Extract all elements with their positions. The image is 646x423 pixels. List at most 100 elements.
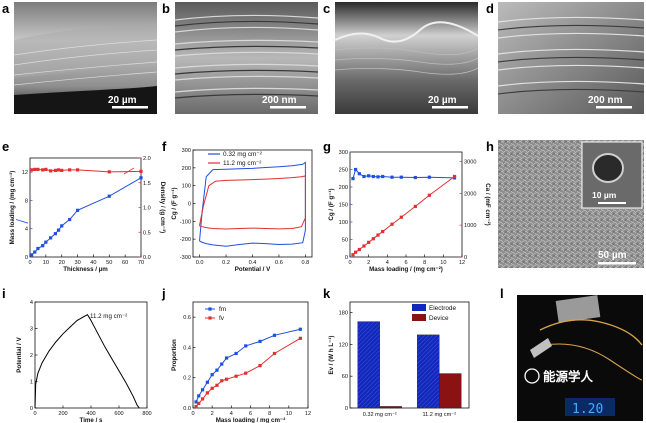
series-line-i	[34, 314, 140, 409]
y-axis-label-f: Cg / (F g⁻¹)	[171, 187, 178, 219]
data-point-j	[215, 368, 219, 372]
y2-tick-label-g: 3000	[464, 160, 476, 166]
y-tick-label-e: 0	[25, 255, 28, 261]
axis-arrow-e	[123, 167, 135, 175]
data-point-e	[60, 168, 64, 172]
sem-panel-c: 20 µm	[334, 2, 479, 114]
data-point-e	[41, 168, 45, 172]
legend-marker-j	[208, 316, 212, 320]
y-tick-label-j: 0.0	[183, 406, 191, 412]
charts: 0 10 20 30 40 50 60 70048120.00.51.01.52.0Thick…	[9, 148, 491, 423]
data-point-j	[258, 339, 262, 343]
scale-bar-h-main: 50 µm	[598, 250, 627, 261]
y2-tick-label-g: 1000	[464, 223, 476, 229]
y-tick-label-g: 150	[339, 203, 348, 209]
panel-labels: a b c d e f g h i j k l	[2, 1, 504, 301]
sem-panel-b: 200 nm	[174, 2, 319, 114]
x-tick-label-e: 60	[122, 260, 128, 266]
y-tick-label-e: 8	[25, 198, 28, 204]
x-axis-label-j: Mass loading / mg cm⁻²	[216, 417, 286, 423]
y-tick-label-f: -200	[180, 237, 191, 243]
data-point-g	[390, 222, 394, 226]
y-tick-label-f: -100	[180, 219, 191, 225]
annotation-i: 11.2 mg cm⁻²	[90, 313, 127, 320]
y-tick-label-i: 1	[30, 380, 33, 386]
x-tick-label-j: 4	[230, 411, 233, 417]
data-point-e	[60, 224, 64, 228]
data-point-g	[399, 215, 403, 219]
data-point-e	[107, 194, 111, 198]
panel-label-j: j	[161, 286, 166, 301]
legend-label-f: 11.2 mg cm⁻²	[223, 160, 261, 167]
data-point-g	[376, 233, 380, 237]
x-tick-label-k: 11.2 mg cm⁻²	[422, 412, 456, 418]
x-tick-label-e: 0	[28, 260, 31, 266]
x-tick-label-g: 12	[459, 260, 465, 266]
data-point-e	[75, 208, 80, 212]
legend-swatch-k	[412, 304, 426, 311]
panel-label-h: h	[486, 139, 494, 154]
y-tick-label-g: 50	[342, 238, 348, 244]
data-point-e	[56, 168, 61, 172]
data-point-e	[49, 236, 53, 240]
legend-label-f: 0.32 mg cm⁻²	[223, 151, 262, 158]
y-tick-label-g: 0	[345, 255, 348, 261]
panel-label-b: b	[162, 1, 170, 16]
data-point-j	[197, 401, 201, 406]
data-point-j	[210, 386, 214, 390]
chart-i: 0 200 400 600 800 0 1 2 3 4 Time / s Potential / V 1…	[16, 300, 152, 423]
data-point-e	[36, 246, 40, 251]
x-tick-label-j: 2	[211, 411, 214, 417]
chart-k: 0 60 120 180 Ev / (W h L⁻¹) 0.32 mg cm⁻² 11.2 …	[328, 301, 470, 418]
x-tick-label-e: 10	[43, 260, 49, 266]
x-tick-label-i: 200	[58, 411, 67, 417]
data-point-e	[29, 168, 34, 172]
data-point-j	[244, 344, 248, 348]
data-point-g	[362, 174, 366, 179]
y-tick-label-k: 60	[342, 374, 348, 380]
data-point-g	[399, 175, 403, 179]
data-point-e	[29, 253, 34, 257]
data-point-j	[197, 394, 201, 398]
data-point-g	[362, 244, 366, 248]
sem-panel-a: 20 µm	[13, 2, 158, 114]
sem-panel-d: 200 nm	[497, 2, 645, 114]
y2-tick-label-e: 0.5	[143, 230, 151, 236]
series-line-j	[195, 337, 301, 407]
chart-j: 0 2 4 6 8 10 12 0.0 0.2 0.4 0.6 Mass loading / mg c…	[171, 301, 311, 423]
y-tick-label-i: 2	[30, 353, 33, 359]
x-tick-label-g: 10	[440, 260, 446, 266]
data-point-e	[53, 168, 57, 172]
x-tick-label-i: 0	[33, 411, 36, 417]
data-point-e	[41, 244, 45, 248]
x-tick-label-j: 6	[249, 411, 252, 417]
data-point-e	[68, 168, 72, 172]
y-tick-label-f: 200	[182, 166, 191, 172]
wechat-icon	[524, 368, 540, 384]
y-tick-label-k: 120	[339, 342, 348, 348]
x-tick-label-j: 0	[191, 411, 194, 417]
x-tick-label-j: 10	[286, 411, 292, 417]
x-tick-label-f: 0.6	[275, 260, 283, 266]
data-point-j	[234, 374, 238, 378]
x-axis-label-i: Time / s	[80, 417, 103, 423]
y2-tick-label-e: 1.5	[143, 181, 151, 187]
data-point-e	[107, 170, 111, 174]
y2-tick-label-g: 2000	[464, 191, 476, 197]
x-tick-label-g: 0	[348, 260, 351, 266]
photo-panel-l: 1.20 能源学人	[517, 295, 643, 421]
data-point-j	[205, 391, 209, 395]
bar-k	[379, 406, 402, 409]
y-tick-label-i: 0	[30, 406, 33, 412]
x-tick-label-j: 12	[305, 411, 311, 417]
y-tick-label-g: 250	[339, 168, 348, 174]
scale-bar-c: 20 µm	[428, 95, 457, 106]
x-tick-label-j: 8	[268, 411, 271, 417]
panel-label-l: l	[500, 286, 504, 301]
data-point-g	[354, 167, 358, 172]
panel-label-f: f	[162, 139, 167, 154]
x-axis-label-f: Potential / V	[235, 266, 271, 273]
data-point-e	[56, 228, 61, 232]
axis-frame-k	[349, 301, 470, 409]
